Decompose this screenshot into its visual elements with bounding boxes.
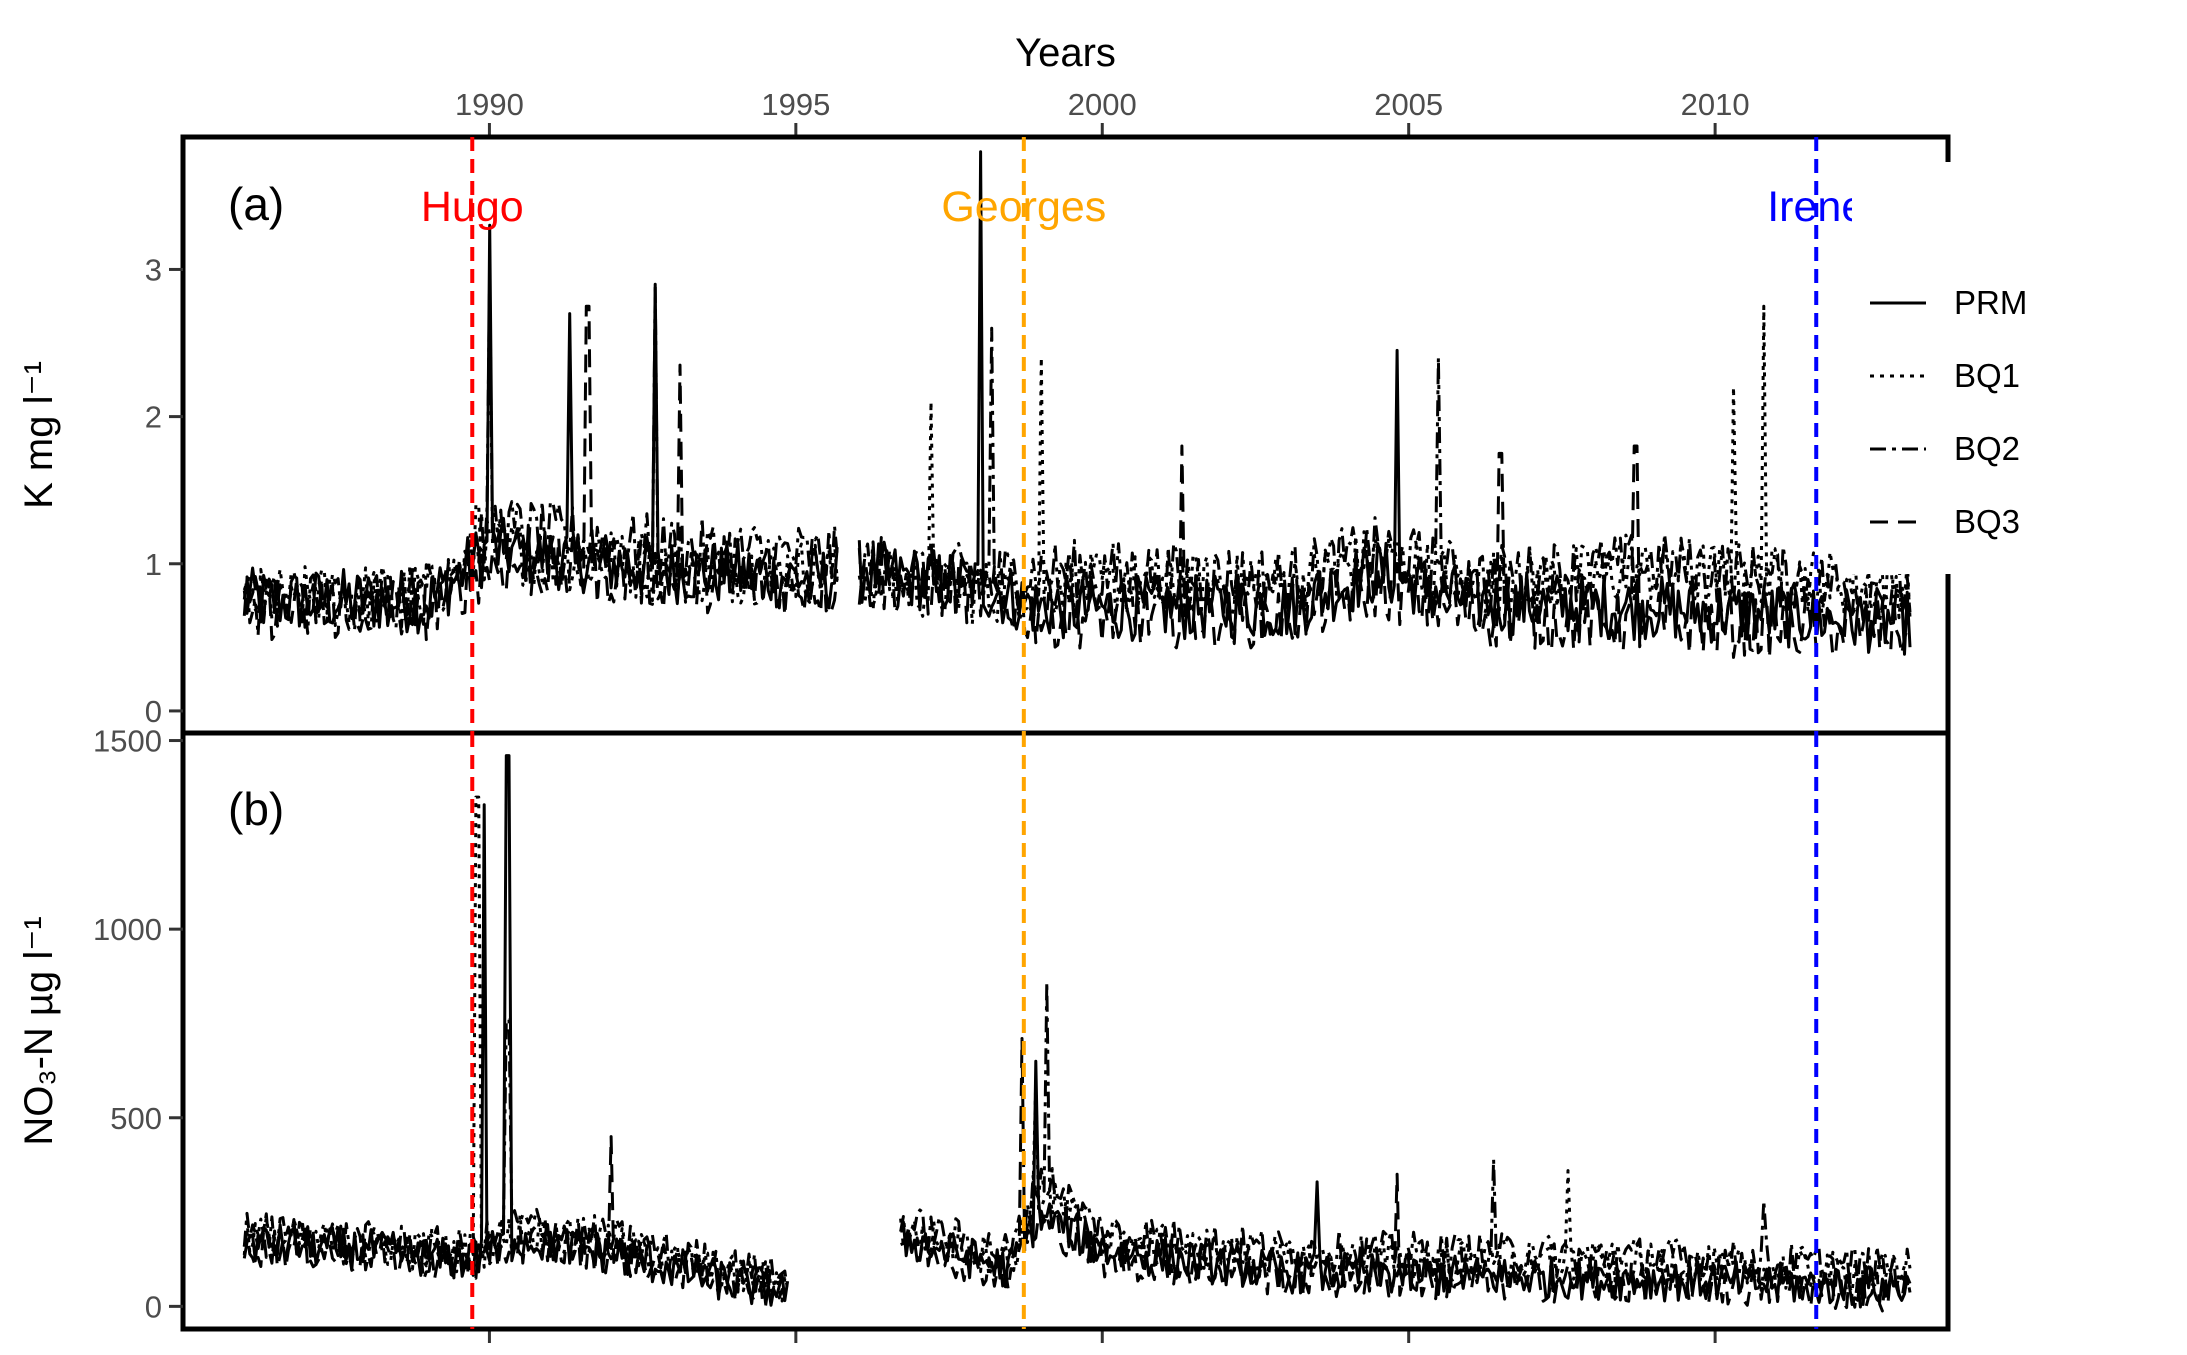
hurricane-label-georges: Georges [941,183,1106,231]
series-line-a-BQ3 [242,304,1912,660]
x-tick-label-2000: 2000 [1068,87,1137,122]
series-line-a-BQ1 [242,304,1912,627]
legend-label-BQ2: BQ2 [1954,430,2020,467]
hurricane-label-hugo: Hugo [421,183,524,231]
panel-label-b: (b) [228,783,284,835]
series-line-b-BQ2 [242,980,1912,1295]
y-tick-label-b-500: 500 [110,1101,162,1136]
y-axis-title-a: K mg l⁻¹ [17,361,61,509]
legend: PRM BQ1 BQ2 BQ3 [1852,162,2182,574]
y-tick-label-b-1500: 1500 [93,724,162,759]
y-tick-label-a-3: 3 [145,252,162,287]
panel-label-a: (a) [228,178,284,230]
legend-label-PRM: PRM [1954,284,2027,321]
layer-axes: Years 1990 1995 2000 2005 2010 0 1 2 3 K mg l⁻¹ 0 50… [17,31,1951,1343]
x-tick-label-1995: 1995 [761,87,830,122]
series-line-b-PRM [242,754,1912,1307]
legend-label-BQ1: BQ1 [1954,357,2020,394]
series-line-a-BQ2 [242,267,1912,637]
x-tick-label-2005: 2005 [1374,87,1443,122]
hurricane-label-irene: Irene [1767,183,1865,231]
x-tick-label-1990: 1990 [455,87,524,122]
legend-background [1852,162,2182,574]
legend-label-BQ3: BQ3 [1954,503,2020,540]
y-tick-label-a-2: 2 [145,400,162,435]
x-tick-label-2010: 2010 [1681,87,1750,122]
y-axis-title-b: NO₃-N µg l⁻¹ [17,916,61,1145]
series-line-b-BQ3 [242,1037,1912,1313]
y-tick-label-a-1: 1 [145,547,162,582]
layer-annotations: (a) (b) Hugo Georges Irene [228,137,1865,1329]
y-tick-label-a-0: 0 [145,694,162,729]
x-axis-title: Years [1015,31,1116,75]
panel-frame-b [180,730,1951,1332]
layer-data [242,150,1912,1313]
y-tick-label-b-1000: 1000 [93,912,162,947]
y-tick-label-b-0: 0 [145,1289,162,1324]
